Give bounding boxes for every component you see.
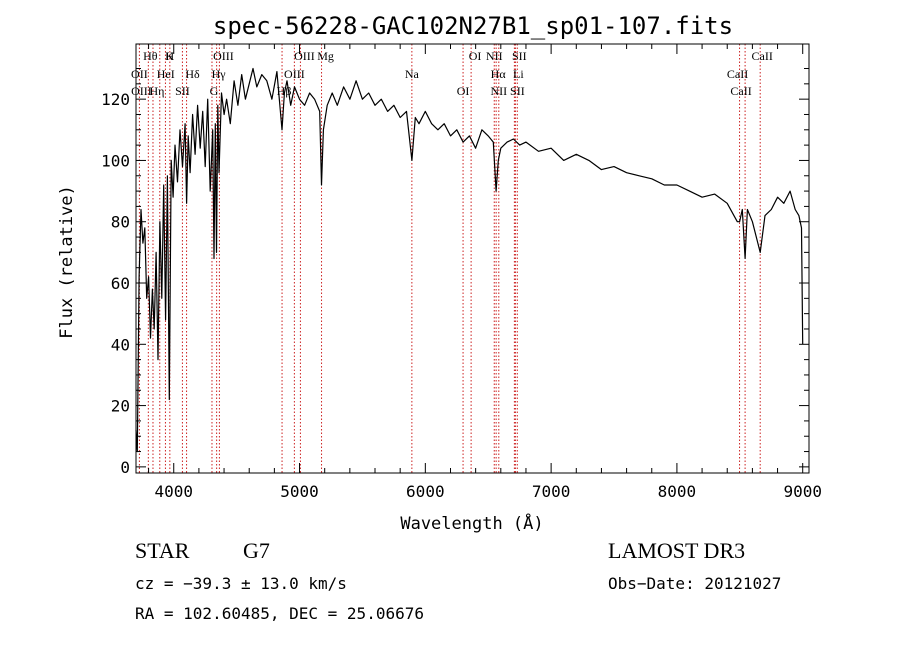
line-id-label: SII (510, 84, 525, 98)
line-id-label: CaII (752, 49, 773, 63)
line-id-label: OIII (213, 49, 234, 63)
line-id-label: Hη (150, 84, 165, 98)
y-tick-label: 60 (111, 274, 130, 293)
x-tick-label: 5000 (280, 482, 319, 501)
line-id-label: OI (469, 49, 482, 63)
subclass: G7 (243, 538, 270, 563)
obs-date: Obs−Date: 20121027 (608, 574, 782, 593)
line-id-label: HeI (157, 67, 175, 81)
line-id-label: NII (490, 84, 507, 98)
line-id-label: NII (486, 49, 503, 63)
object-type: STAR (135, 538, 190, 563)
spectrum-line (135, 67, 804, 453)
line-id-label: CaII (730, 84, 751, 98)
line-id-label: SII (512, 49, 527, 63)
line-id-label: Hθ (143, 49, 158, 63)
plot-frame (135, 43, 810, 474)
y-tick-label: 100 (101, 151, 130, 170)
y-tick-label: 80 (111, 213, 130, 232)
axis-ticks: 4000 5000 6000 7000 8000 9000 0 20 40 60 80 100 120 (101, 44, 822, 501)
line-id-label: OI (457, 84, 470, 98)
y-tick-label: 120 (101, 90, 130, 109)
line-id-markers (138, 44, 761, 473)
line-id-label: H (166, 49, 175, 63)
line-id-label: Li (513, 67, 524, 81)
x-tick-label: 9000 (783, 482, 822, 501)
x-tick-label: 6000 (406, 482, 445, 501)
redshift-cz: cz = −39.3 ± 13.0 km/s (135, 574, 347, 593)
line-id-label: Hδ (185, 67, 200, 81)
line-id-label: G (210, 84, 219, 98)
line-id-label: OIII (294, 49, 315, 63)
survey-name: LAMOST DR3 (608, 538, 746, 563)
line-id-label: Mg (317, 49, 334, 63)
line-id-label: Hα (491, 67, 507, 81)
line-id-label: OII (131, 67, 148, 81)
line-id-label: Hγ (212, 67, 227, 81)
x-axis-label: Wavelength (Å) (400, 512, 543, 534)
x-tick-label: 8000 (658, 482, 697, 501)
x-tick-label: 7000 (532, 482, 571, 501)
y-tick-label: 0 (120, 458, 130, 477)
line-id-label: K (165, 49, 174, 63)
y-tick-label: 40 (111, 335, 130, 354)
x-tick-label: 4000 (154, 482, 193, 501)
line-id-label: SII (175, 84, 190, 98)
chart-title: spec-56228-GAC102N27B1_sp01-107.fits (213, 12, 733, 40)
line-id-label: Na (405, 67, 420, 81)
line-id-label: CaII (727, 67, 748, 81)
y-axis-label: Flux (relative) (57, 185, 77, 339)
line-id-labels: HθOIIOIIIKHeIHηHHδSIIOIIIHγGOIIIOIIIHβMg… (131, 49, 773, 98)
coordinates: RA = 102.60485, DEC = 25.06676 (135, 604, 424, 623)
line-id-label: OIII (284, 67, 305, 81)
y-tick-label: 20 (111, 397, 130, 416)
